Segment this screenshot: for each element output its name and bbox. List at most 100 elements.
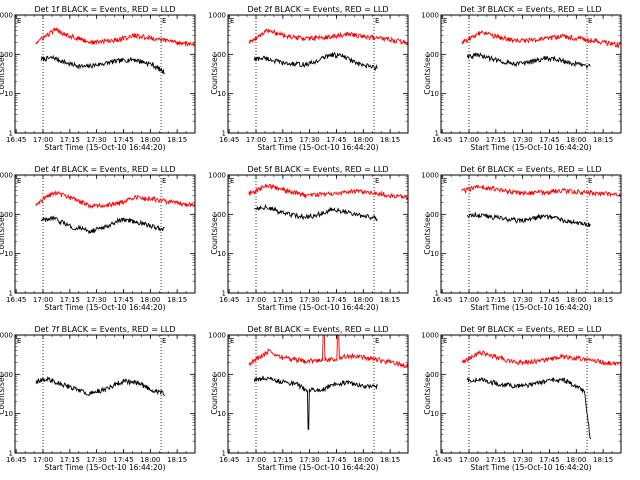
plot-frame	[14, 174, 196, 294]
lld-series-line	[461, 30, 621, 49]
event-marker: E	[375, 337, 379, 345]
x-tick-label: 17:15	[273, 136, 293, 144]
y-tick-label: 10	[430, 90, 439, 98]
x-tick-label: 16:45	[432, 136, 452, 144]
plot-frame	[14, 14, 196, 134]
panel-title: Det 8f BLACK = Events, RED = LLD	[247, 325, 388, 334]
x-tick-label: 17:00	[33, 456, 53, 464]
y-axis-label: Counts/sec	[0, 53, 6, 94]
y-tick-label: 1000	[421, 332, 439, 340]
y-tick-label: 1	[9, 130, 13, 138]
x-tick-label: 17:45	[113, 136, 133, 144]
event-marker: E	[162, 17, 166, 25]
y-tick-label: 100	[213, 51, 226, 59]
x-tick-label: 18:15	[593, 296, 613, 304]
x-tick-label: 16:45	[6, 136, 26, 144]
events-series-line	[35, 375, 165, 397]
x-tick-label: 17:45	[113, 296, 133, 304]
x-tick-label: 16:45	[6, 296, 26, 304]
y-tick-label: 10	[217, 250, 226, 258]
x-tick-label: 17:15	[486, 136, 506, 144]
event-marker: E	[443, 17, 447, 25]
x-tick-label: 17:30	[513, 296, 533, 304]
y-tick-label: 1000	[0, 12, 13, 20]
x-tick-label: 16:45	[432, 296, 452, 304]
x-axis-label: Start Time (15-Oct-10 16:44:20)	[44, 303, 165, 312]
x-tick-label: 17:00	[33, 136, 53, 144]
x-tick-label: 17:15	[60, 296, 80, 304]
event-marker: E	[375, 177, 379, 185]
plot-frame	[440, 14, 622, 134]
y-tick-label: 10	[217, 410, 226, 418]
x-tick-label: 18:00	[140, 296, 160, 304]
y-tick-label: 1000	[0, 332, 13, 340]
event-marker: E	[230, 337, 234, 345]
event-marker: E	[443, 177, 447, 185]
x-tick-label: 18:15	[380, 296, 400, 304]
x-tick-label: 17:15	[486, 456, 506, 464]
plot-frame	[440, 174, 622, 294]
y-tick-label: 100	[213, 371, 226, 379]
y-tick-label: 100	[426, 211, 439, 219]
event-marker: E	[588, 17, 592, 25]
x-tick-label: 18:15	[167, 136, 187, 144]
events-series-line	[254, 203, 378, 222]
y-tick-label: 10	[217, 90, 226, 98]
x-tick-label: 17:45	[326, 296, 346, 304]
y-axis-label: Counts/sec	[423, 53, 432, 94]
y-tick-label: 1	[9, 450, 13, 458]
x-tick-label: 17:00	[246, 136, 266, 144]
lld-series-line	[35, 27, 195, 47]
x-axis-label: Start Time (15-Oct-10 16:44:20)	[257, 463, 378, 472]
y-tick-label: 10	[4, 90, 13, 98]
y-tick-label: 1	[435, 130, 439, 138]
x-tick-label: 16:45	[432, 456, 452, 464]
events-series-line	[466, 376, 592, 440]
x-tick-label: 17:45	[326, 456, 346, 464]
x-axis-label: Start Time (15-Oct-10 16:44:20)	[470, 303, 591, 312]
panel-title: Det 4f BLACK = Events, RED = LLD	[34, 165, 175, 174]
plot-frame	[14, 334, 196, 454]
y-axis-label: Counts/sec	[0, 373, 6, 414]
x-tick-label: 17:15	[60, 136, 80, 144]
y-tick-label: 10	[4, 410, 13, 418]
x-tick-label: 17:15	[486, 296, 506, 304]
event-marker: E	[162, 337, 166, 345]
x-tick-label: 17:45	[113, 456, 133, 464]
y-tick-label: 1000	[0, 172, 13, 180]
events-series-line	[40, 54, 165, 75]
y-tick-label: 100	[426, 51, 439, 59]
x-tick-label: 16:45	[219, 296, 239, 304]
x-tick-label: 16:45	[219, 136, 239, 144]
x-tick-label: 17:00	[33, 296, 53, 304]
panel-title: Det 9f BLACK = Events, RED = LLD	[460, 325, 601, 334]
lld-series-line	[461, 349, 621, 368]
y-tick-label: 10	[4, 250, 13, 258]
x-tick-label: 17:45	[539, 456, 559, 464]
lld-series-line	[35, 189, 195, 210]
plot-frame	[440, 334, 622, 454]
event-marker: E	[375, 17, 379, 25]
x-tick-label: 18:00	[353, 456, 373, 464]
plot-frame	[227, 14, 409, 134]
x-tick-label: 17:30	[300, 136, 320, 144]
event-marker: E	[17, 337, 21, 345]
x-axis-label: Start Time (15-Oct-10 16:44:20)	[470, 463, 591, 472]
x-tick-label: 17:45	[326, 136, 346, 144]
x-tick-label: 18:15	[593, 456, 613, 464]
x-tick-label: 18:15	[167, 456, 187, 464]
x-tick-label: 18:00	[140, 456, 160, 464]
y-tick-label: 10	[430, 250, 439, 258]
x-tick-label: 17:30	[300, 456, 320, 464]
events-series-line	[466, 51, 591, 70]
lld-series-line	[248, 335, 408, 369]
x-tick-label: 18:15	[167, 296, 187, 304]
y-tick-label: 1	[435, 450, 439, 458]
